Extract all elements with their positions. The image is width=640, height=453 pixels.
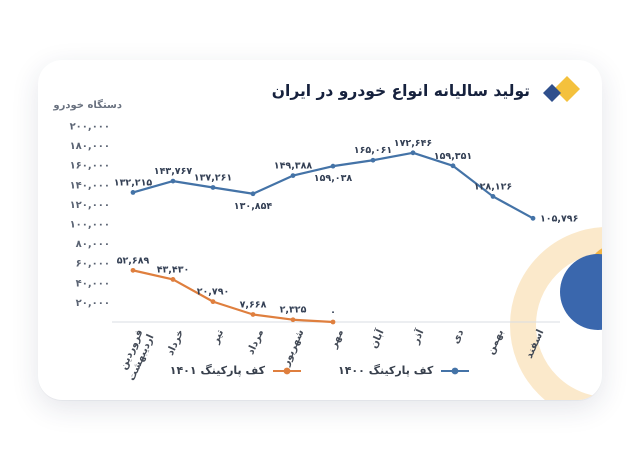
data-label: ۲,۳۲۵: [280, 305, 307, 316]
series-line-1: [131, 269, 335, 324]
data-label: ۱۲۸,۱۲۶: [474, 181, 512, 192]
y-tick-label: ۱۰۰,۰۰۰: [70, 220, 110, 231]
data-point: [330, 163, 336, 169]
data-point: [530, 215, 536, 221]
legend-line-marker-icon: [273, 367, 301, 374]
data-label: ۱۳۲,۲۱۵: [114, 177, 153, 188]
data-label: ۱۶۵,۰۶۱: [354, 145, 392, 156]
data-label: ۱۵۹,۰۳۸: [314, 173, 353, 184]
y-tick-label: ۸۰,۰۰۰: [76, 239, 110, 250]
data-point: [450, 163, 456, 169]
data-label: ۱۳۰,۸۵۴: [234, 201, 273, 212]
data-label: ۱۰۵,۷۹۶: [540, 213, 578, 224]
y-tick-label: ۱۸۰,۰۰۰: [70, 141, 110, 152]
decor-shapes: [510, 227, 602, 400]
data-point: [170, 277, 176, 282]
data-label: ۱۴۳,۷۶۷: [154, 166, 193, 177]
legend-label-1401: کف پارکینگ ۱۴۰۱: [169, 364, 265, 377]
logo-blue-diamond: [543, 84, 561, 102]
chart-title: تولید سالیانه انواع خودرو در ایران: [271, 82, 530, 100]
data-label: ۰: [330, 307, 336, 318]
legend-label-1400: کف پارکینگ ۱۴۰۰: [338, 364, 434, 377]
data-label: ۱۵۹,۳۵۱: [434, 151, 472, 162]
data-label: ۱۷۲,۶۴۶: [394, 138, 432, 149]
chart-card: تولید سالیانه انواع خودرو در ایران ۲۰۰,۰…: [38, 60, 602, 400]
chart-plot-area: ۲۰۰,۰۰۰ ۱۸۰,۰۰۰ ۱۶۰,۰۰۰ ۱۴۰,۰۰۰ ۱۲۰,۰۰۰ ۱۰۰,۰…: [52, 98, 578, 325]
data-point: [290, 173, 296, 178]
y-tick-label: ۶۰,۰۰۰: [76, 259, 110, 270]
data-point: [210, 185, 216, 190]
decor-blue-circle: [560, 254, 602, 330]
data-point: [170, 178, 176, 184]
chart-legend: کف پارکینگ ۱۴۰۰ کف پارکینگ ۱۴۰۱: [38, 364, 602, 377]
data-label: ۱۳۷,۲۶۱: [194, 172, 232, 183]
data-point: [290, 317, 296, 323]
brand-diamond-logo-icon: [543, 76, 580, 102]
data-label: ۵۲,۶۸۹: [117, 255, 150, 266]
data-point: [210, 299, 216, 305]
legend-item-1400[interactable]: کف پارکینگ ۱۴۰۰: [338, 364, 470, 377]
y-tick-label: ۴۰,۰۰۰: [76, 278, 110, 289]
y-tick-label: ۱۶۰,۰۰۰: [70, 161, 110, 172]
data-point: [330, 319, 336, 325]
data-point: [130, 190, 136, 195]
data-label: ۷,۶۶۸: [240, 299, 267, 310]
legend-item-1401[interactable]: کف پارکینگ ۱۴۰۱: [170, 364, 302, 377]
y-tick-label: ۱۲۰,۰۰۰: [70, 200, 110, 211]
data-label: ۴۳,۴۳۰: [157, 264, 190, 275]
logo-yellow-diamond: [554, 76, 580, 102]
y-tick-label: ۲۰,۰۰۰: [76, 298, 110, 309]
data-point: [490, 194, 496, 199]
y-axis-title: دستگاه خودرو: [52, 98, 122, 111]
data-label: ۱۴۹,۳۸۸: [274, 161, 313, 172]
data-point: [410, 150, 416, 156]
y-tick-label: ۲۰۰,۰۰۰: [70, 122, 110, 133]
data-label: ۲۰,۷۹۰: [197, 287, 230, 298]
legend-line-marker-icon: [441, 367, 470, 374]
data-point: [250, 312, 256, 317]
decor-ring: [510, 227, 602, 400]
data-point: [250, 191, 256, 197]
data-point: [130, 267, 136, 273]
y-tick-label: ۱۴۰,۰۰۰: [70, 180, 110, 191]
data-point: [370, 157, 376, 163]
